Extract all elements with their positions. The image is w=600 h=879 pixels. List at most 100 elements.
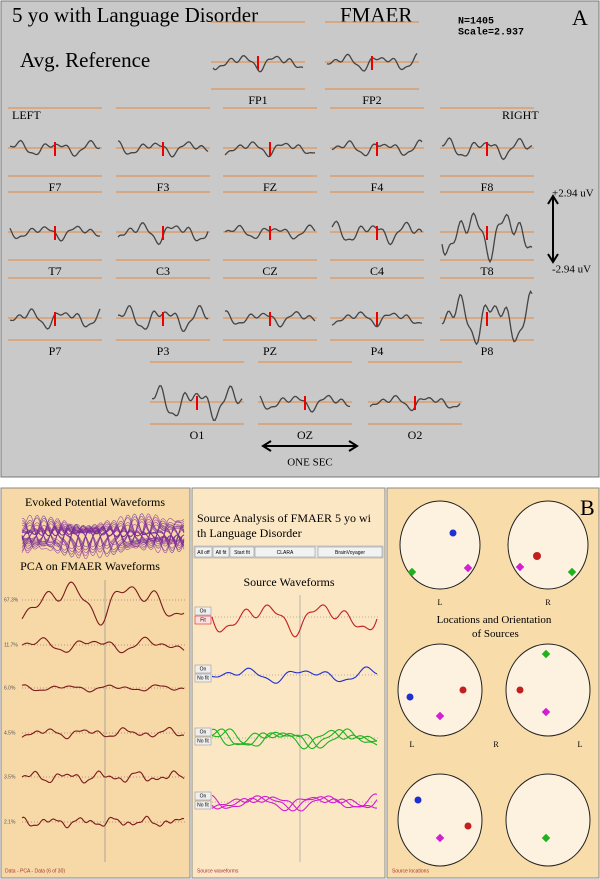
source-waveform	[211, 794, 377, 812]
pca-variance: 67.3%	[4, 597, 19, 603]
source-waveform	[211, 666, 378, 684]
locations-heading: Locations and Orientation of Sources	[437, 614, 552, 640]
pca-title: Evoked Potential Waveforms	[25, 495, 165, 509]
eeg-trace	[151, 385, 243, 421]
evoked-trace	[21, 519, 185, 553]
pca-variance: 2.1%	[4, 819, 16, 825]
source-diamond	[463, 563, 473, 573]
view-label: R	[545, 598, 551, 607]
electrode-label: C4	[370, 264, 384, 278]
source-heading: Source Waveforms	[243, 575, 334, 589]
electrode-label: OZ	[297, 428, 313, 442]
electrode-label: C3	[156, 264, 170, 278]
fit-button	[194, 615, 212, 625]
pca-bg	[0, 487, 191, 879]
pca-waveform	[21, 636, 185, 654]
pca-waveform	[21, 726, 185, 740]
head-outline	[397, 773, 483, 867]
electrode-label: CZ	[262, 264, 277, 278]
scale-bottom: -2.94 uV	[552, 264, 591, 276]
electrode-label: F8	[481, 180, 494, 194]
pca-variance: 3.5%	[4, 774, 16, 780]
scale-arrowheads	[547, 194, 559, 264]
source-diamond	[515, 562, 525, 572]
electrode-label: F3	[157, 180, 170, 194]
n-count: N=1405	[458, 17, 494, 28]
toolbar-label: CLARA	[277, 550, 294, 556]
electrode-label: T8	[480, 264, 493, 278]
right-label: RIGHT	[502, 108, 539, 122]
on-label: On	[200, 729, 207, 735]
source-footer: Source waveforms	[197, 868, 239, 874]
electrode-label: O1	[190, 428, 205, 442]
on-label: On	[200, 666, 207, 672]
toolbar-label: BrainVoyager	[335, 550, 365, 556]
electrode-label: P3	[157, 344, 170, 358]
source-diamond	[435, 711, 445, 721]
electrode-label: F4	[371, 180, 384, 194]
time-bar-label: ONE SEC	[287, 457, 333, 469]
pca-subtitle: PCA on FMAER Waveforms	[20, 559, 160, 573]
source-waveform	[211, 728, 378, 750]
toolbar-button	[194, 546, 213, 558]
pca-variance: 11.7%	[4, 642, 18, 648]
on-button	[194, 791, 212, 801]
electrode-label: FP2	[362, 93, 381, 107]
electrode-label: PZ	[263, 344, 277, 358]
toolbar-label: All off	[197, 550, 210, 556]
heading-line: of Sources	[469, 628, 519, 640]
pca-footer: Data - PCA - Data (6 of 30)	[5, 868, 65, 874]
electrode-label: T7	[48, 264, 61, 278]
eeg-trace	[331, 311, 423, 328]
eeg-trace	[441, 290, 533, 346]
evoked-trace	[21, 522, 185, 549]
pca-variance: 6.0%	[4, 685, 16, 691]
pca-waveform	[21, 815, 185, 829]
title-line: Source Analysis of FMAER 5 yo wi	[197, 511, 372, 525]
evoked-trace	[21, 514, 185, 559]
source-waveform	[211, 793, 378, 812]
scale: Scale=2.937	[458, 27, 524, 39]
toolbar-label: Start fit	[234, 550, 250, 556]
source-diamond	[567, 567, 577, 577]
panel-label: B	[580, 495, 595, 520]
electrode-label: P4	[371, 344, 384, 358]
time-arrowheads	[261, 440, 359, 452]
on-label: On	[200, 793, 207, 799]
source-diamond	[541, 707, 551, 717]
fit-label: No fit	[197, 802, 209, 808]
head-outline	[505, 643, 591, 737]
source-dot	[414, 796, 422, 804]
electrode-label: P7	[49, 344, 62, 358]
pca-waveform	[21, 684, 185, 693]
heading-line: Locations and Orientation	[437, 614, 552, 626]
evoked-trace	[21, 514, 185, 559]
source-dot	[516, 686, 524, 694]
pca-variance: 4.5%	[4, 730, 16, 736]
locations-footer: Source locations	[392, 868, 429, 874]
source-dot	[449, 529, 457, 537]
toolbar-button	[212, 546, 230, 558]
panel-label: A	[572, 5, 588, 30]
source-title-1: Source Analysis of FMAER 5 yo wi th Langu…	[197, 511, 372, 540]
eeg-trace	[224, 141, 316, 158]
head-outline	[397, 643, 483, 737]
panel-a-title: 5 yo with Language Disorder	[12, 3, 258, 27]
on-button	[194, 727, 212, 737]
source-diamond	[407, 567, 417, 577]
fit-label: No fit	[197, 675, 209, 681]
electrode-label: FP1	[248, 93, 267, 107]
on-button	[194, 606, 212, 616]
electrode-label: O2	[408, 428, 423, 442]
toolbar-button	[229, 546, 255, 558]
source-waveform	[211, 728, 378, 749]
evoked-trace	[21, 519, 185, 554]
evoked-trace	[21, 520, 184, 554]
source-waveform	[211, 604, 378, 638]
source-waveform	[211, 795, 378, 812]
evoked-trace	[21, 513, 185, 559]
reference: Avg. Reference	[20, 48, 150, 72]
evoked-trace	[22, 524, 185, 547]
